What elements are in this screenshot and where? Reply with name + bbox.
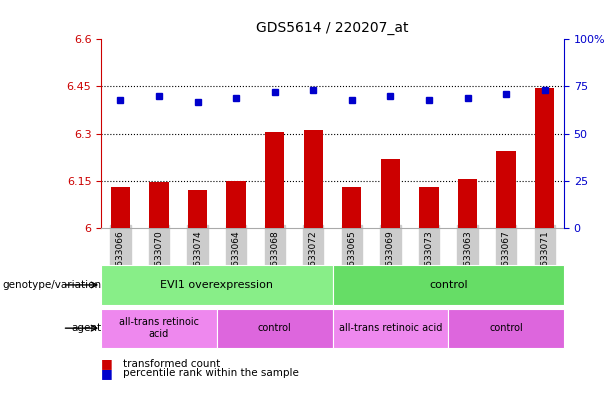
- Bar: [497, 151, 516, 228]
- Text: control: control: [489, 323, 523, 333]
- Bar: [333, 265, 564, 305]
- Text: control: control: [429, 280, 468, 290]
- Text: genotype/variation: genotype/variation: [2, 280, 101, 290]
- Bar: [448, 309, 564, 348]
- Bar: [111, 187, 130, 228]
- Text: percentile rank within the sample: percentile rank within the sample: [123, 368, 299, 378]
- Text: EVI1 overexpression: EVI1 overexpression: [161, 280, 273, 290]
- Bar: [333, 309, 448, 348]
- Bar: [226, 181, 246, 228]
- Text: ■: ■: [101, 357, 113, 370]
- Text: transformed count: transformed count: [123, 358, 220, 369]
- Text: agent: agent: [71, 323, 101, 333]
- Bar: [101, 309, 217, 348]
- Bar: [458, 179, 477, 228]
- Bar: [188, 190, 207, 228]
- Text: all-trans retinoic acid: all-trans retinoic acid: [339, 323, 442, 333]
- Text: all-trans retinoic
acid: all-trans retinoic acid: [119, 318, 199, 339]
- Bar: [303, 130, 323, 228]
- Bar: [217, 309, 333, 348]
- Bar: [265, 132, 284, 228]
- Text: control: control: [258, 323, 292, 333]
- Bar: [419, 187, 439, 228]
- Bar: [342, 187, 362, 228]
- Bar: [150, 182, 169, 228]
- Bar: [535, 88, 554, 228]
- Bar: [381, 159, 400, 228]
- Bar: [101, 265, 333, 305]
- Title: GDS5614 / 220207_at: GDS5614 / 220207_at: [256, 22, 409, 35]
- Text: ■: ■: [101, 367, 113, 380]
